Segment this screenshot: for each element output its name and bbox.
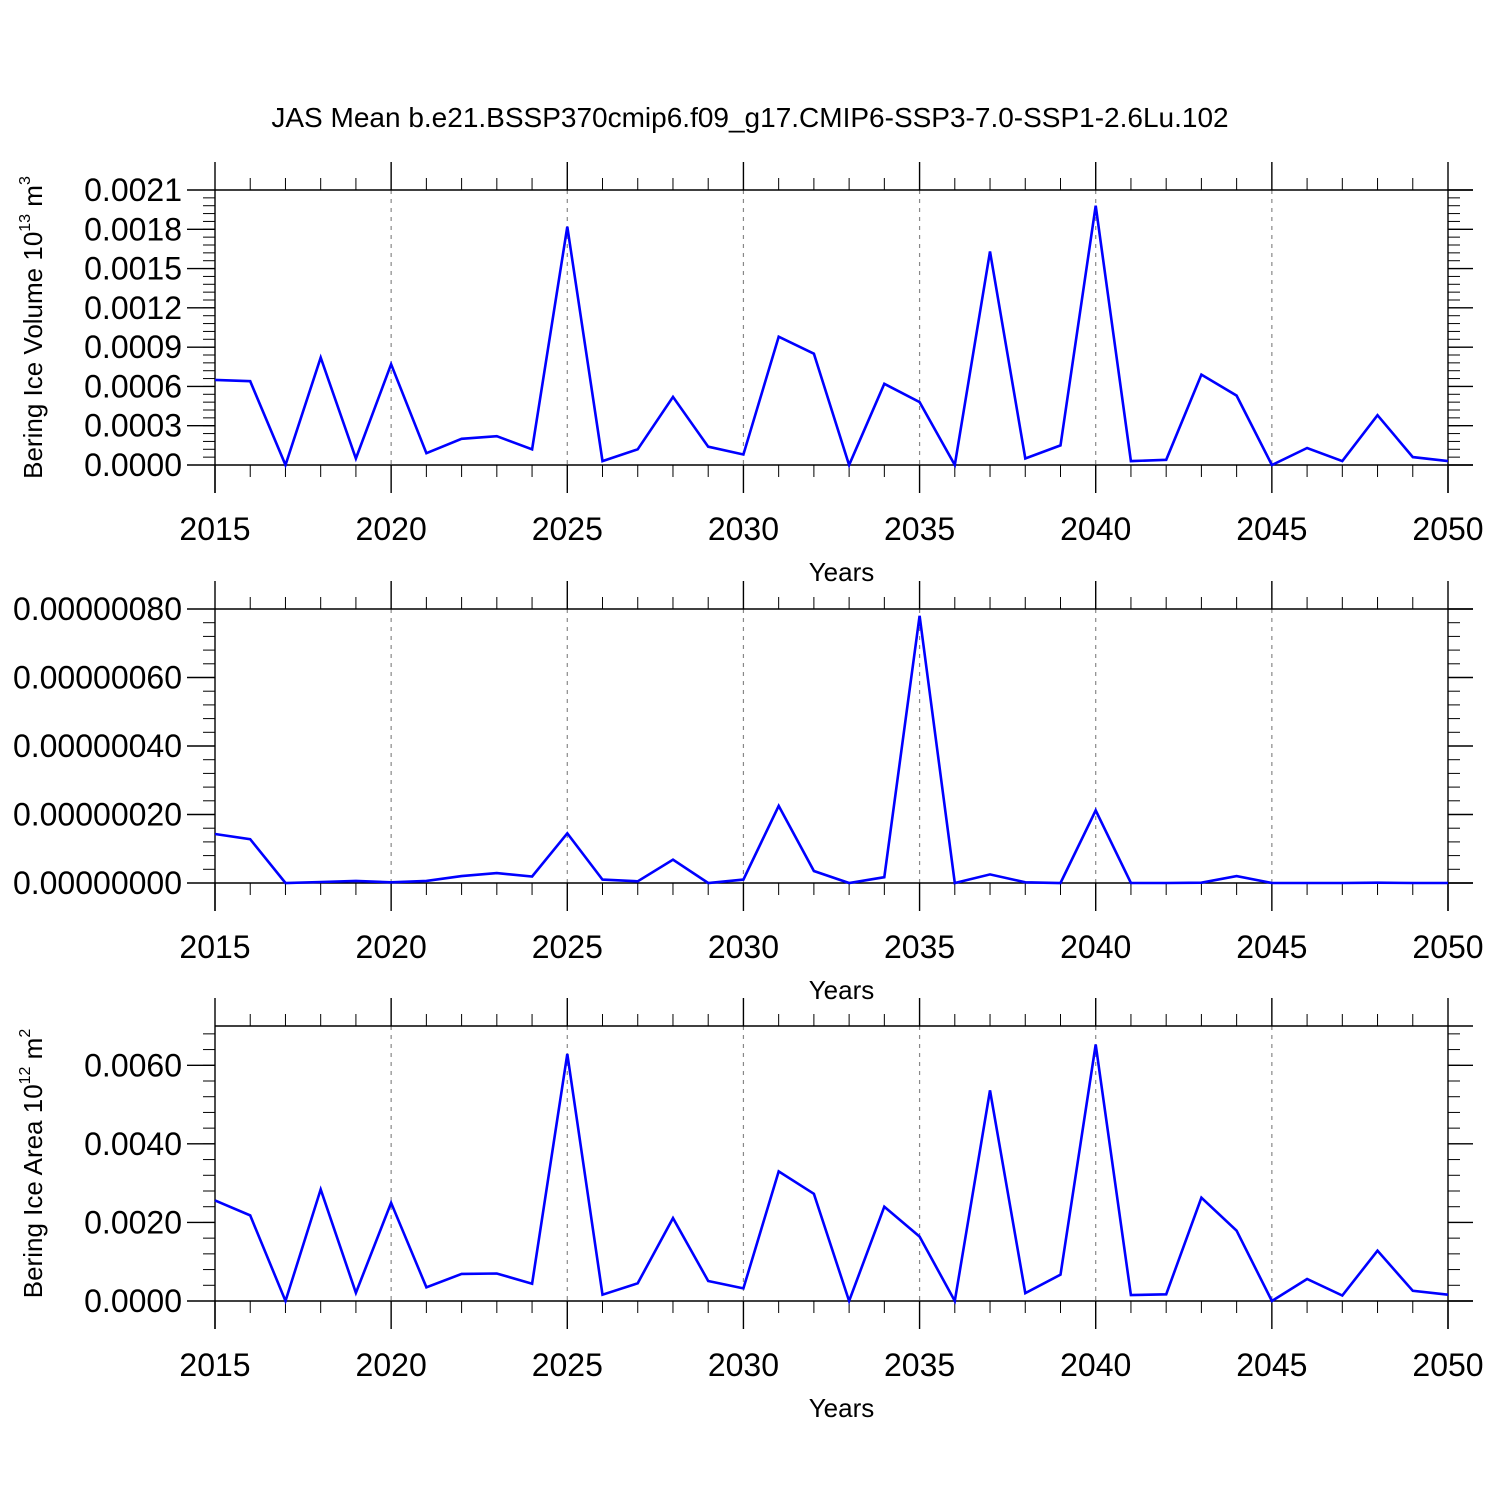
y-tick-label: 0.00000000 <box>13 865 182 901</box>
y-tick-label: 0.0040 <box>84 1126 182 1162</box>
x-tick-label: 2030 <box>708 929 779 965</box>
y-tick-label: 0.00000080 <box>13 591 182 627</box>
y-tick-label: 0.00000020 <box>13 797 182 833</box>
x-tick-label: 2045 <box>1236 929 1307 965</box>
y-tick-label: 0.0012 <box>84 290 182 326</box>
x-tick-label: 2030 <box>708 511 779 547</box>
panel-1: 2015 2020 2025 2030 2035 2040 2045 20500.00000.… <box>17 162 1484 587</box>
y-tick-label: 0.0000 <box>84 447 182 483</box>
y-tick-label: 0.0003 <box>84 408 182 444</box>
x-tick-label: 2035 <box>884 929 955 965</box>
y-axis-title: Bering Ice Area 1012 m2 <box>17 1029 48 1299</box>
y-tick-label: 0.0018 <box>84 211 182 247</box>
x-tick-label: 2040 <box>1060 1347 1131 1383</box>
x-tick-label: 2030 <box>708 1347 779 1383</box>
y-tick-label: 0.0009 <box>84 329 182 365</box>
x-axis-title: Years <box>809 1393 875 1423</box>
x-tick-label: 2020 <box>356 1347 427 1383</box>
x-tick-label: 2020 <box>356 929 427 965</box>
x-tick-label: 2015 <box>179 511 250 547</box>
panel-2: 2015 2020 2025 2030 2035 2040 2045 2050 0.000000… <box>13 581 1484 1005</box>
x-tick-label: 2040 <box>1060 929 1131 965</box>
y-tick-label: 0.0000 <box>84 1283 182 1319</box>
x-tick-label: 2015 <box>179 1347 250 1383</box>
x-tick-label: 2050 <box>1412 1347 1483 1383</box>
x-tick-label: 2050 <box>1412 511 1483 547</box>
y-axis-title: Bering Ice Volume 1013 m3 <box>17 176 48 479</box>
y-tick-label: 0.0060 <box>84 1047 182 1083</box>
x-tick-label: 2050 <box>1412 929 1483 965</box>
figure-title: JAS Mean b.e21.BSSP370cmip6.f09_g17.CMIP… <box>271 102 1228 133</box>
x-axis-title: Years <box>809 557 875 587</box>
y-tick-label: 0.0021 <box>84 172 182 208</box>
panel-3: 2015 2020 2025 2030 2035 2040 2045 2050 0.0000 0.… <box>17 998 1484 1423</box>
x-tick-label: 2015 <box>179 929 250 965</box>
x-tick-label: 2045 <box>1236 1347 1307 1383</box>
y-tick-label: 0.00000060 <box>13 660 182 696</box>
series-line <box>214 1044 1449 1305</box>
x-tick-label: 2025 <box>532 929 603 965</box>
x-tick-label: 2025 <box>532 511 603 547</box>
x-axis-title: Years <box>809 975 875 1005</box>
series-line <box>214 615 1448 885</box>
y-tick-label: 0.0020 <box>84 1204 182 1240</box>
x-tick-label: 2045 <box>1236 511 1307 547</box>
x-tick-label: 2025 <box>532 1347 603 1383</box>
y-tick-label: 0.00000040 <box>13 728 182 764</box>
y-tick-label: 0.0015 <box>84 251 182 287</box>
x-tick-label: 2035 <box>884 1347 955 1383</box>
series-line <box>214 205 1449 469</box>
x-tick-label: 2040 <box>1060 511 1131 547</box>
x-tick-label: 2020 <box>356 511 427 547</box>
x-tick-label: 2035 <box>884 511 955 547</box>
y-tick-label: 0.0006 <box>84 368 182 404</box>
